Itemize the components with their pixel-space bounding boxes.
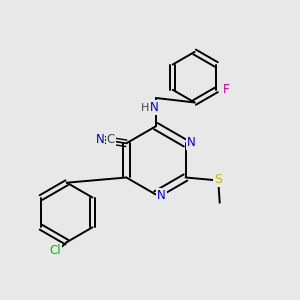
Text: F: F <box>223 83 229 96</box>
Text: N: N <box>150 101 159 114</box>
Text: N: N <box>157 189 166 202</box>
Text: N: N <box>95 133 104 146</box>
Text: C: C <box>106 133 115 146</box>
Text: N: N <box>187 136 195 149</box>
Text: Cl: Cl <box>50 244 61 257</box>
Text: S: S <box>214 173 222 186</box>
Text: H: H <box>141 103 150 112</box>
